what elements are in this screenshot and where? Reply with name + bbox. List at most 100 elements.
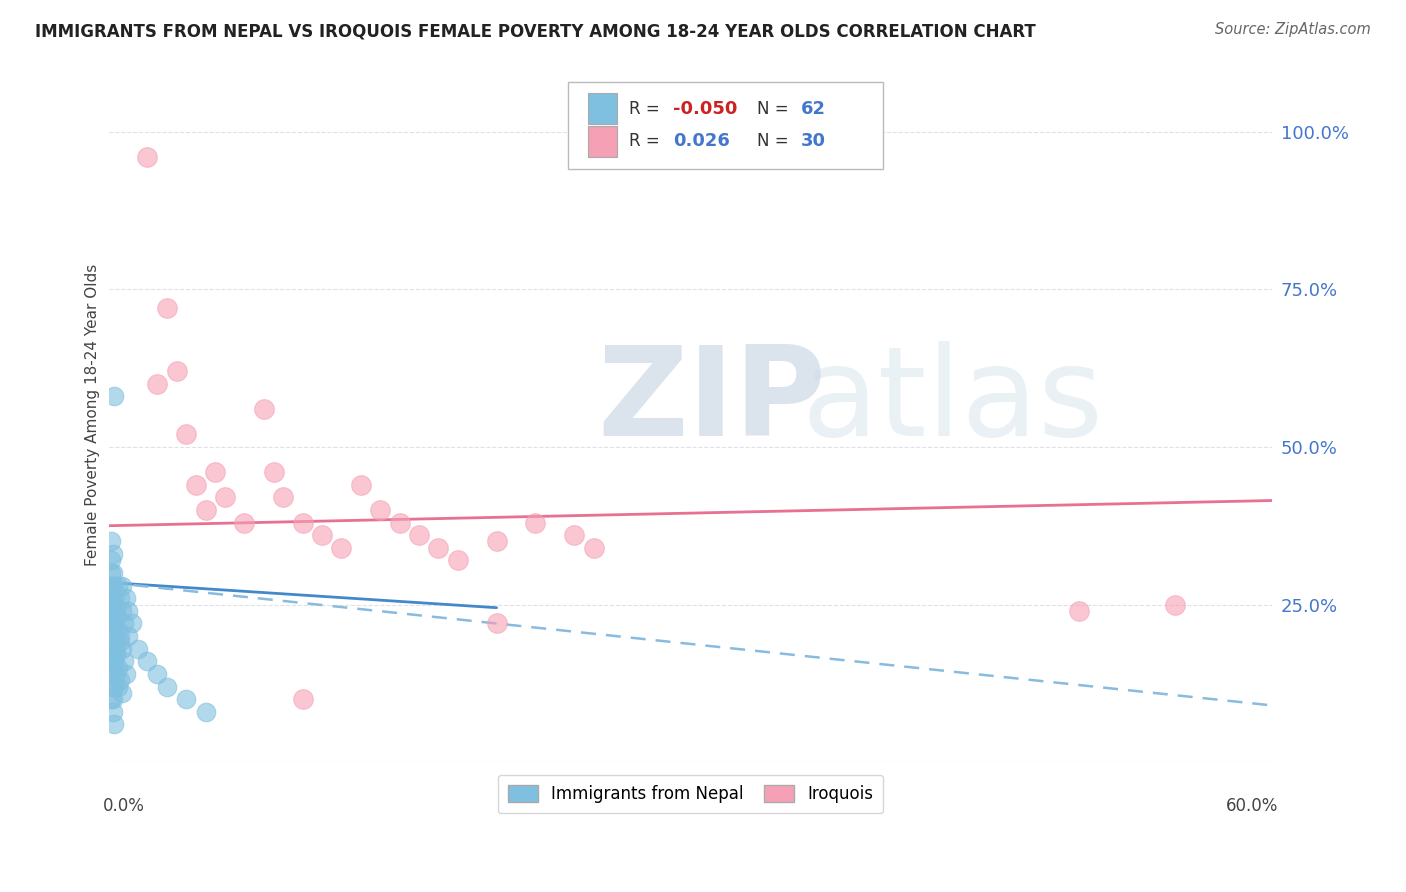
Text: atlas: atlas [801,341,1104,462]
Point [107,623,129,637]
Point [101,616,124,631]
Point [194,503,217,517]
Y-axis label: Female Poverty Among 18-24 Year Olds: Female Poverty Among 18-24 Year Olds [86,264,100,566]
Point [117,604,139,618]
Point [271,491,294,505]
Text: 0.0%: 0.0% [103,797,145,815]
Point [350,477,373,491]
Legend: Immigrants from Nepal, Iroquois: Immigrants from Nepal, Iroquois [498,774,883,813]
Text: 0.026: 0.026 [673,132,730,151]
Text: IMMIGRANTS FROM NEPAL VS IROQUOIS FEMALE POVERTY AMONG 18-24 YEAR OLDS CORRELATI: IMMIGRANTS FROM NEPAL VS IROQUOIS FEMALE… [35,22,1036,40]
Point [524,516,547,530]
Point [103,629,125,643]
Point [1067,604,1090,618]
Text: 60.0%: 60.0% [1226,797,1278,815]
Point [100,591,122,606]
Point [101,616,124,631]
Point [204,465,226,479]
Point [110,591,132,606]
Text: 62: 62 [801,100,827,118]
Point [107,660,129,674]
Point [174,692,197,706]
Point [100,534,122,549]
Text: N =: N = [756,132,794,151]
Point [582,541,605,555]
Point [101,566,124,580]
Point [100,553,122,567]
Point [485,534,508,549]
Point [112,654,135,668]
Point [103,680,125,694]
Point [111,604,134,618]
Point [103,604,125,618]
Point [103,717,125,731]
Point [101,579,124,593]
Point [562,528,585,542]
Point [110,673,132,688]
Point [112,616,135,631]
Text: -0.050: -0.050 [673,100,738,118]
Point [115,667,138,681]
Point [174,427,197,442]
Point [115,591,138,606]
Point [156,301,179,315]
Point [368,503,391,517]
Point [111,579,134,593]
Point [105,667,128,681]
Point [311,528,333,542]
Point [100,667,122,681]
Point [388,516,411,530]
Point [100,692,122,706]
Point [107,579,129,593]
Point [291,692,314,706]
Text: N =: N = [756,100,794,118]
Point [100,579,122,593]
Point [263,465,285,479]
Point [103,598,125,612]
Point [214,491,236,505]
Point [100,566,122,580]
Point [146,376,169,391]
Point [101,579,124,593]
Point [101,692,124,706]
Point [107,680,129,694]
FancyBboxPatch shape [568,82,883,169]
Point [166,364,188,378]
Point [136,654,159,668]
FancyBboxPatch shape [588,93,617,124]
Point [101,616,124,631]
Text: 30: 30 [801,132,827,151]
Text: Source: ZipAtlas.com: Source: ZipAtlas.com [1215,22,1371,37]
Point [194,705,217,719]
Point [101,660,124,674]
Point [103,389,125,403]
Point [111,686,134,700]
Point [330,541,353,555]
Point [103,591,125,606]
Point [184,477,207,491]
Point [100,598,122,612]
Point [101,547,124,561]
Point [100,629,122,643]
Point [146,667,169,681]
Point [136,150,159,164]
Point [447,553,470,567]
Point [103,654,125,668]
Point [117,629,139,643]
Point [427,541,450,555]
Text: ZIP: ZIP [598,341,827,462]
FancyBboxPatch shape [588,126,617,157]
Point [103,654,125,668]
Point [101,705,124,719]
Point [105,604,128,618]
Point [485,616,508,631]
Point [110,629,132,643]
Point [101,680,124,694]
Point [100,641,122,656]
Point [1164,598,1187,612]
Point [156,680,179,694]
Point [101,641,124,656]
Point [105,641,128,656]
Point [121,616,143,631]
Point [105,610,128,624]
